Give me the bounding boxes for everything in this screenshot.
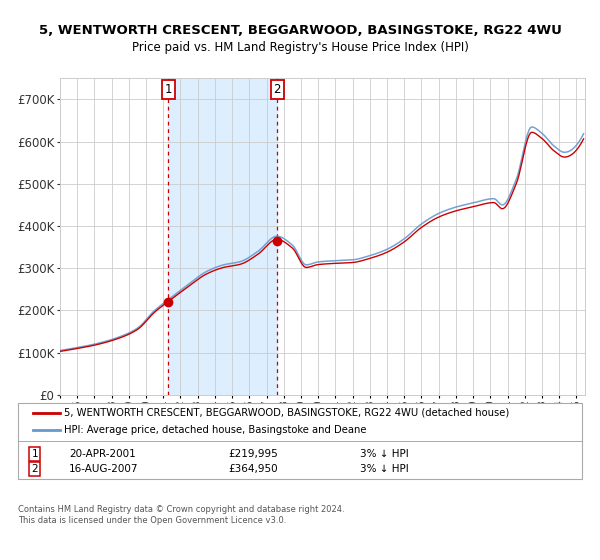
Text: Price paid vs. HM Land Registry's House Price Index (HPI): Price paid vs. HM Land Registry's House … [131,41,469,54]
Text: 5, WENTWORTH CRESCENT, BEGGARWOOD, BASINGSTOKE, RG22 4WU: 5, WENTWORTH CRESCENT, BEGGARWOOD, BASIN… [38,24,562,38]
Text: 3% ↓ HPI: 3% ↓ HPI [360,449,409,459]
Text: £219,995: £219,995 [228,449,278,459]
Text: 2: 2 [274,83,281,96]
Text: 5, WENTWORTH CRESCENT, BEGGARWOOD, BASINGSTOKE, RG22 4WU (detached house): 5, WENTWORTH CRESCENT, BEGGARWOOD, BASIN… [64,408,509,418]
Text: 1: 1 [164,83,172,96]
Text: HPI: Average price, detached house, Basingstoke and Deane: HPI: Average price, detached house, Basi… [64,425,367,435]
Text: Contains HM Land Registry data © Crown copyright and database right 2024.
This d: Contains HM Land Registry data © Crown c… [18,505,344,525]
Text: 3% ↓ HPI: 3% ↓ HPI [360,464,409,474]
Text: 1: 1 [31,449,38,459]
Bar [169,78,277,395]
Text: 2: 2 [31,464,38,474]
Text: 16-AUG-2007: 16-AUG-2007 [69,464,139,474]
Text: 20-APR-2001: 20-APR-2001 [69,449,136,459]
Text: £364,950: £364,950 [228,464,278,474]
